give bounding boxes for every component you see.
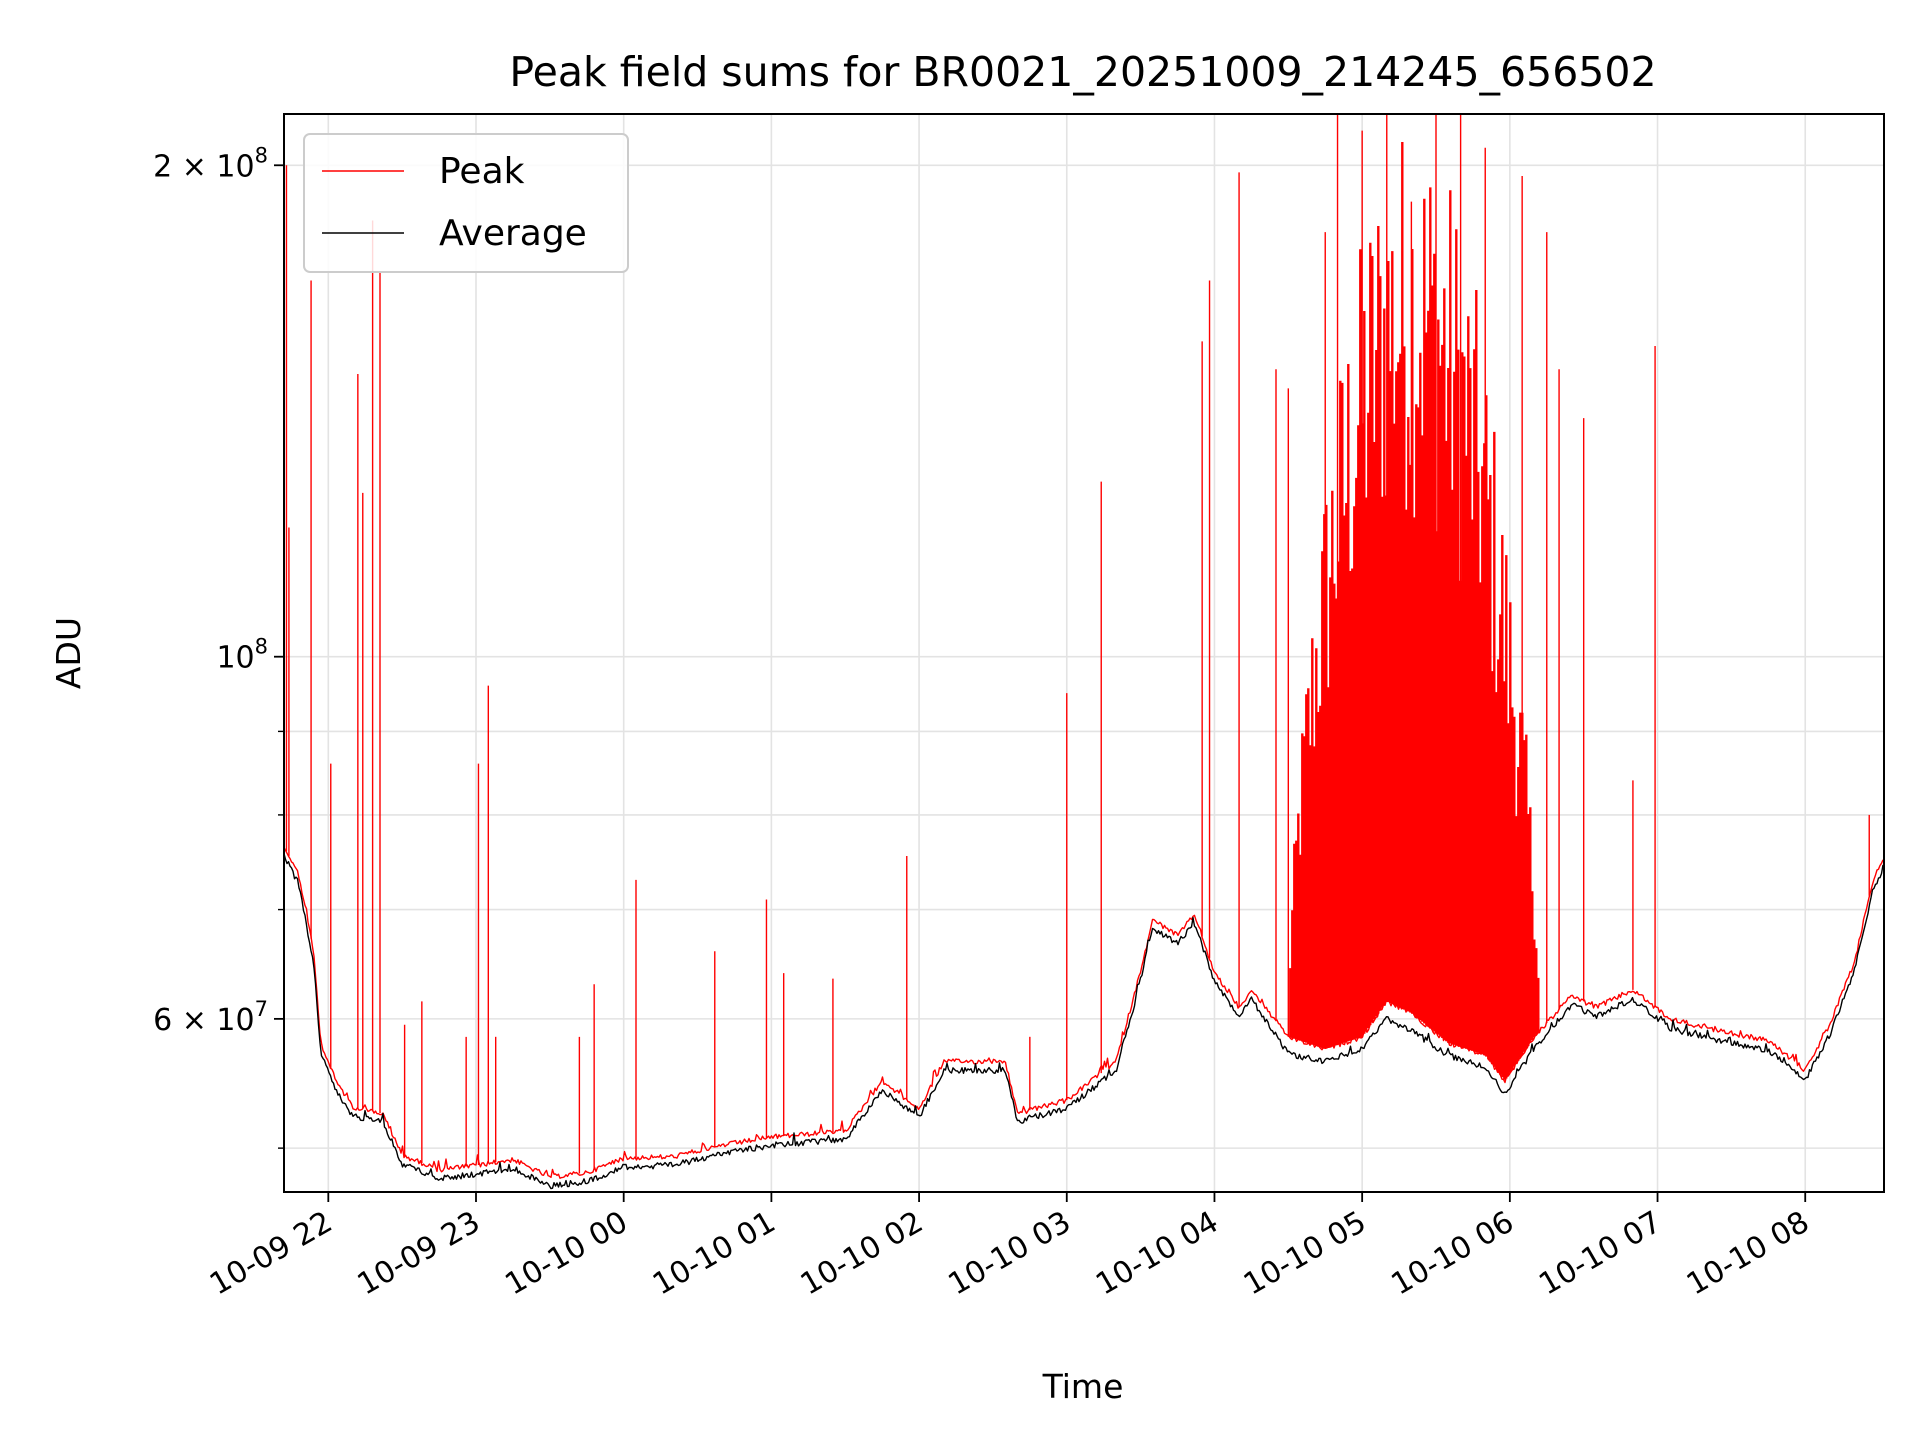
y-tick-label: 2 × 108 <box>153 143 268 184</box>
legend: Peak Average <box>303 133 629 273</box>
y-tick-label: 6 × 107 <box>153 997 268 1038</box>
y-tick-exponent: 8 <box>255 635 268 659</box>
plot-frame <box>283 113 1885 1193</box>
legend-box <box>303 133 629 273</box>
chart-title: Peak field sums for BR0021_20251009_2142… <box>509 48 1656 96</box>
y-tick-exponent: 8 <box>255 143 268 167</box>
series-line-peak <box>283 847 1884 1179</box>
peak-dense-band <box>1289 142 1540 1080</box>
y-axis-label: ADU <box>49 617 88 689</box>
series-line-average <box>283 853 1884 1190</box>
plot-layer <box>283 114 1884 1190</box>
legend-label-average: Average <box>439 213 587 254</box>
y-tick-exponent: 7 <box>255 997 268 1021</box>
y-tick-base: 2 × 10 <box>153 149 254 184</box>
y-tick-base: 6 × 10 <box>153 1003 254 1038</box>
y-tick-base: 10 <box>216 641 254 676</box>
x-axis-label: Time <box>1042 1367 1124 1406</box>
legend-label-peak: Peak <box>439 151 525 192</box>
y-tick-label: 108 <box>216 635 268 676</box>
